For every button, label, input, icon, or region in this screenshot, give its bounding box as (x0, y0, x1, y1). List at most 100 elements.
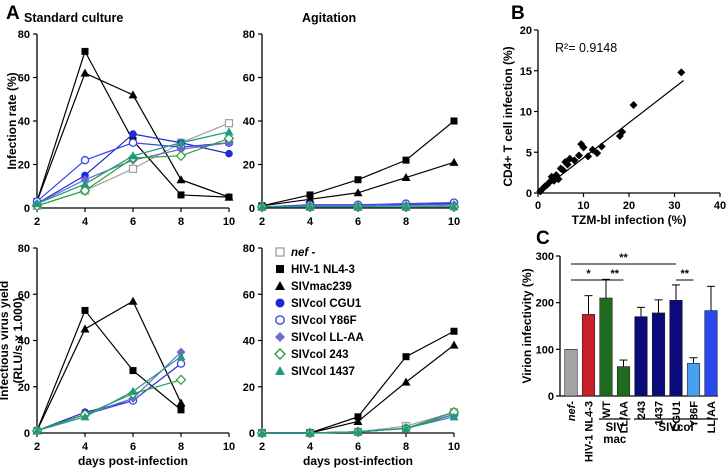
x-axis-label: days post-infection (78, 454, 188, 468)
x-tick-label: 10 (448, 216, 460, 228)
data-point-hiv-1-nl4-3 (402, 353, 410, 361)
legend-item-nef: nef - (275, 247, 315, 259)
x-tick-label: 2 (259, 216, 265, 228)
y-axis-label: Infection rate (%) (5, 72, 19, 169)
x-axis-label: TZM-bl infection (%) (572, 213, 687, 227)
legend-marker-nl43 (276, 265, 284, 273)
x-tick-label: 2 (34, 441, 40, 453)
legend: nef - HIV-1 NL4-3 SIVmac239 SIVcol CGU1 … (274, 247, 364, 378)
x-tick-label: 8 (403, 441, 409, 453)
series-line-hiv-1-nl4-3 (36, 49, 230, 202)
y-tick-label: 40 (243, 336, 255, 348)
x-tick-label: 10 (577, 200, 589, 212)
data-point-sivcol-1437 (353, 427, 363, 436)
y-tick-label: 0 (24, 428, 30, 440)
bar-hiv-1-nl4-3 (581, 314, 596, 397)
data-point-hiv-1-nl4-3 (450, 117, 458, 125)
data-point-sivmac239 (80, 324, 90, 333)
data-point-sivcol-243 (79, 185, 91, 196)
x-tick-label: 20 (623, 200, 635, 212)
y-tick-label: 100 (536, 344, 554, 356)
x-tick-label: 6 (130, 441, 136, 453)
y-tick-label: 15 (520, 66, 532, 78)
y-tick-label: 80 (18, 243, 30, 255)
data-point (677, 68, 686, 77)
data-point-sivmac239 (353, 188, 363, 197)
bar-cgu1 (669, 300, 683, 397)
series-line-hiv-1-nl4-3 (36, 309, 182, 431)
trendline (537, 80, 684, 194)
legend-label-llaa: SIVcol LL-AA (291, 332, 364, 344)
x-tick-label: 4 (307, 441, 314, 453)
chart-scatter-correlation: 0 5 10 15 20 0 10 20 30 40 TZM-bl infection (%) CD4… (501, 25, 726, 227)
data-point-sivcol-1437 (257, 428, 267, 437)
legend-marker-243 (274, 348, 286, 360)
data-point-sivmac239 (353, 416, 363, 425)
legend-item-cgu1: SIVcol CGU1 (275, 298, 362, 310)
legend-label-nef: nef - (291, 247, 315, 259)
y-tick-label: 5 (526, 147, 532, 159)
category-label: CGU1 (671, 401, 683, 432)
data-point-hiv-1-nl4-3 (81, 306, 89, 314)
group-label: SIVcol (658, 422, 693, 434)
data-point-sivcol-1437 (257, 202, 267, 211)
legend-label-243: SIVcol 243 (291, 349, 349, 361)
data-point-sivmac239 (401, 173, 411, 182)
y-tick-label: 80 (18, 29, 30, 41)
legend-item-243: SIVcol 243 (274, 348, 349, 361)
data-point-sivmac239 (128, 90, 138, 99)
legend-marker-llaa (275, 332, 285, 342)
series-line-sivcol-1437 (36, 356, 182, 432)
x-tick-label: 8 (178, 441, 184, 453)
data-point-sivmac239 (224, 192, 234, 201)
data-point-nef (128, 164, 138, 173)
data-point (584, 152, 593, 161)
data-point-sivcol-1437 (32, 199, 42, 208)
chart-agitation-yield: 0 20 40 60 80 2 4 6 8 10 days post-infection (243, 243, 460, 468)
x-axis-label: days post-infection (303, 454, 413, 468)
category-label: HIV-1 NL4-3 (584, 401, 596, 462)
y-tick-label: 20 (243, 382, 255, 394)
x-tick-label: 2 (259, 441, 265, 453)
bar-nef (564, 349, 578, 397)
series-sivmac239 (32, 296, 186, 435)
x-tick-label: 6 (130, 216, 136, 228)
data-point (618, 127, 627, 136)
panel-label-c: C (536, 228, 550, 249)
y-tick-label: 60 (18, 289, 30, 301)
bar-243 (634, 316, 648, 397)
y-axis-label-line: Infectious virus yield (0, 281, 11, 400)
data-point-sivcol-y86f (176, 359, 186, 368)
category-label: Y86F (689, 401, 701, 428)
x-tick-label: 30 (668, 200, 680, 212)
chart-title: Agitation (302, 11, 356, 25)
data-point-sivcol-243 (223, 133, 235, 144)
data-point-sivcol-1437 (305, 428, 315, 437)
y-tick-label: 20 (520, 25, 532, 37)
y-tick-label: 80 (243, 243, 255, 255)
data-point-sivcol-1437 (80, 412, 90, 421)
data-point-sivcol-y86f (128, 138, 138, 147)
data-point (597, 142, 606, 151)
y-tick-label: 60 (18, 73, 30, 85)
data-point (559, 166, 568, 175)
data-point-sivcol-1437 (176, 138, 186, 147)
data-point-sivcol-1437 (224, 127, 234, 136)
legend-item-llaa: SIVcol LL-AA (275, 332, 364, 344)
bar-y86f (686, 363, 701, 397)
y-tick-label: 0 (24, 203, 30, 215)
x-tick-label: 10 (448, 441, 460, 453)
x-tick-label: 6 (355, 441, 361, 453)
category-label: 243 (636, 401, 648, 419)
series-sivcol-1437 (257, 412, 459, 437)
y-axis-label: Virion infectivity (%) (520, 268, 534, 383)
y-tick-label: 20 (18, 160, 30, 172)
legend-marker-1437 (275, 366, 285, 375)
y-tick-label: 80 (243, 29, 255, 41)
data-point-hiv-1-nl4-3 (450, 327, 458, 335)
data-point (570, 156, 579, 165)
data-point-sivmac239 (305, 194, 315, 203)
data-point-sivcol-y86f (80, 155, 90, 165)
data-point (554, 175, 563, 184)
